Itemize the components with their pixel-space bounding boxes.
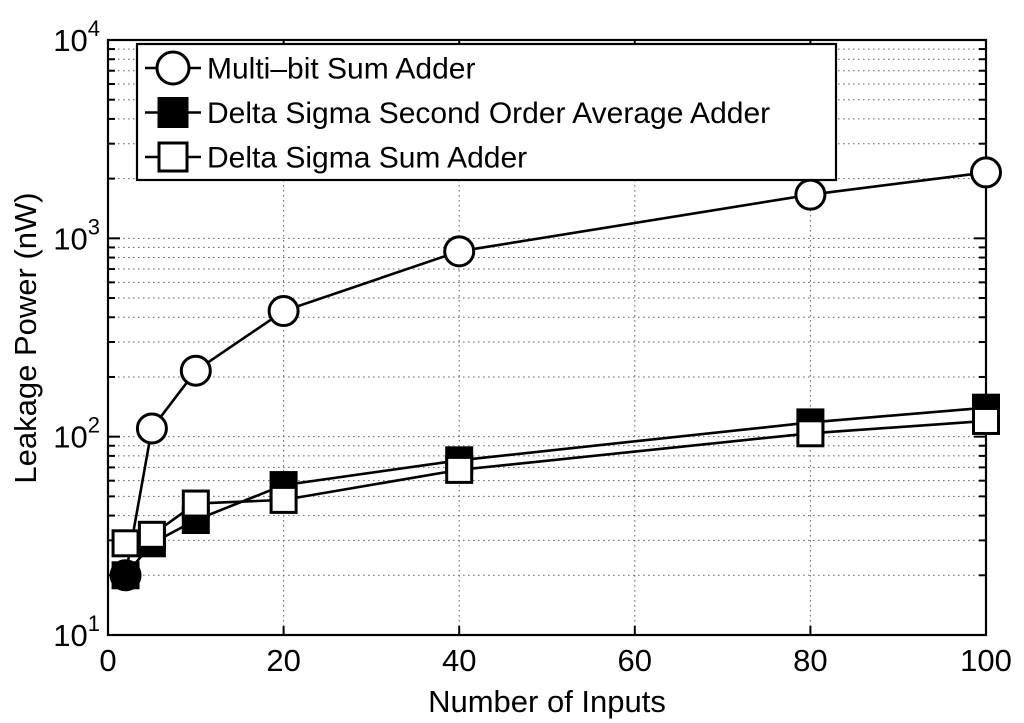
legend-item: Delta Sigma Second Order Average Adder (145, 97, 770, 130)
legend: Multi–bit Sum Adder Delta Sigma Second Or… (135, 42, 838, 182)
open-square-marker (269, 485, 298, 514)
x-tick-label: 20 (266, 643, 300, 678)
x-tick-label: 100 (960, 643, 1012, 678)
y-axis-label: Leakage Power (nW) (8, 192, 43, 483)
open-square-marker (796, 419, 825, 448)
open-square-marker (111, 529, 140, 558)
open-square-marker (181, 489, 210, 518)
x-tick-label: 60 (618, 643, 652, 678)
legend-item: Multi–bit Sum Adder (145, 50, 475, 86)
y-tick-label: 102 (53, 413, 100, 455)
open-circle-marker (443, 235, 476, 268)
legend-box (135, 42, 838, 182)
legend-item: Delta Sigma Sum Adder (145, 141, 527, 175)
open-square-marker (157, 141, 189, 173)
series-delta-sigma-sum-adder (111, 406, 1000, 558)
filled-square-marker (157, 97, 189, 128)
open-circle-marker (135, 412, 168, 445)
series-line (124, 406, 987, 577)
axes-frame (106, 38, 988, 637)
y-tick-label: 103 (53, 214, 100, 256)
legend-label: Delta Sigma Sum Adder (207, 142, 527, 175)
open-square-marker (445, 455, 474, 484)
open-circle-marker (970, 156, 1002, 189)
legend-label: Delta Sigma Second Order Average Adder (207, 97, 770, 130)
series-line (125, 419, 987, 545)
legend-label: Multi–bit Sum Adder (207, 53, 475, 86)
x-tick-label: 0 (99, 643, 116, 678)
x-axis-label: Number of Inputs (428, 684, 666, 719)
open-circle-marker (794, 178, 827, 211)
filled-square-marker (111, 561, 140, 590)
y-tick-label: 101 (53, 611, 100, 653)
plot-border (106, 38, 988, 637)
open-circle-marker (155, 50, 191, 86)
x-tick-label: 40 (442, 643, 476, 678)
y-tick-label: 104 (53, 16, 100, 58)
series-multi-bit-sum-adder (109, 156, 1002, 592)
open-square-marker (972, 406, 1000, 435)
series-line (124, 171, 987, 576)
data-series (109, 156, 1002, 592)
tick-labels: 101 102 103 104 0 20 40 60 80 100 (53, 16, 1012, 678)
open-square-marker (137, 520, 166, 549)
open-circle-marker (267, 295, 300, 328)
x-tick-label: 80 (793, 643, 827, 678)
open-circle-marker (179, 354, 212, 387)
series-delta-sigma-second-order-average-adder (111, 393, 1000, 590)
